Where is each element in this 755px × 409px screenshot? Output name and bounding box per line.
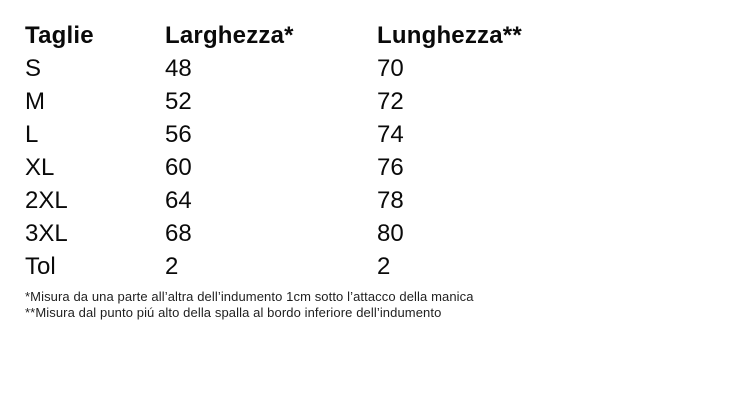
width-value: 68 (165, 220, 192, 247)
length-value: 74 (377, 121, 404, 148)
size-label: Tol (25, 253, 56, 280)
length-value: 76 (377, 154, 404, 181)
length-value: 70 (377, 55, 404, 82)
table-row-3xl: 3XL 68 80 (25, 217, 522, 250)
length-value: 78 (377, 187, 404, 214)
column-header-taglie: Taglie (25, 22, 94, 49)
size-label: S (25, 55, 42, 82)
width-value: 2 (165, 253, 179, 280)
footnotes: *Misura da una parte all’altra dell’indu… (25, 289, 522, 321)
width-value: 52 (165, 88, 192, 115)
size-chart: Taglie Larghezza* Lunghezza** S 48 70 M … (25, 19, 522, 321)
width-value: 56 (165, 121, 192, 148)
table-row-m: M 52 72 (25, 85, 522, 118)
size-label: 2XL (25, 187, 68, 214)
length-value: 72 (377, 88, 404, 115)
column-header-lunghezza: Lunghezza** (377, 22, 522, 49)
size-label: M (25, 88, 45, 115)
size-label: XL (25, 154, 55, 181)
size-table-header-row: Taglie Larghezza* Lunghezza** (25, 19, 522, 52)
column-header-larghezza: Larghezza* (165, 22, 294, 49)
table-row-xl: XL 60 76 (25, 151, 522, 184)
width-value: 48 (165, 55, 192, 82)
size-label: 3XL (25, 220, 68, 247)
table-row-2xl: 2XL 64 78 (25, 184, 522, 217)
table-row-tol: Tol 2 2 (25, 250, 522, 283)
table-row-s: S 48 70 (25, 52, 522, 85)
width-value: 64 (165, 187, 192, 214)
size-table: Taglie Larghezza* Lunghezza** S 48 70 M … (25, 19, 522, 283)
size-label: L (25, 121, 39, 148)
length-value: 80 (377, 220, 404, 247)
footnote-length-measure: **Misura dal punto piú alto della spalla… (25, 305, 442, 320)
width-value: 60 (165, 154, 192, 181)
length-value: 2 (377, 253, 391, 280)
table-row-l: L 56 74 (25, 118, 522, 151)
footnote-width-measure: *Misura da una parte all’altra dell’indu… (25, 289, 474, 304)
